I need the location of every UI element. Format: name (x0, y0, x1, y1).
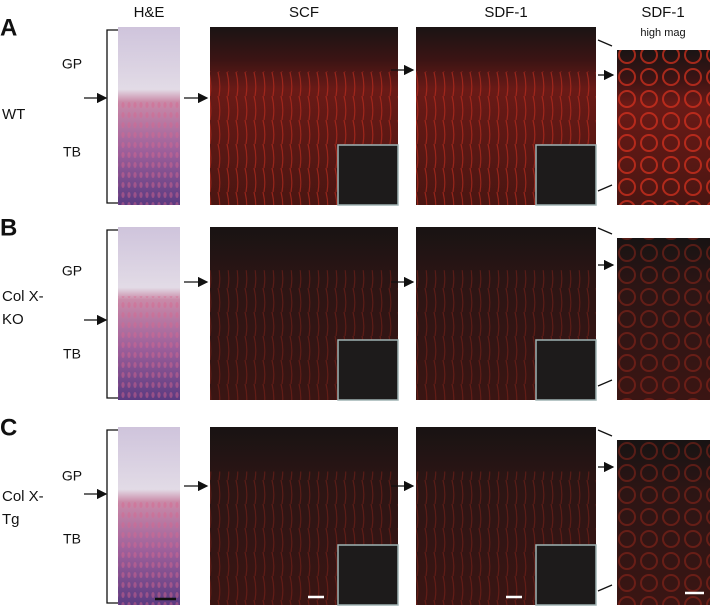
genotype-label: KO (2, 311, 24, 328)
zone-label: TB (63, 144, 81, 160)
panel-label: B (0, 214, 17, 241)
zone-label: TB (63, 346, 81, 362)
bracket (106, 29, 122, 204)
zoom-line (597, 227, 613, 235)
inset (337, 339, 399, 401)
panel-label: A (0, 14, 17, 41)
bracket (106, 229, 122, 399)
zone-label: GP (62, 263, 82, 279)
genotype-label: Col X- (2, 288, 44, 305)
zoom-line (597, 429, 613, 437)
zone-label: GP (62, 56, 82, 72)
zoom-line (597, 584, 613, 592)
inset (535, 544, 597, 606)
column-header: H&E (134, 4, 165, 21)
genotype-label: WT (2, 106, 25, 123)
he-texture (118, 98, 180, 205)
inset (535, 144, 597, 206)
column-header: SCF (289, 4, 319, 21)
genotype-label: Col X- (2, 488, 44, 505)
zone-label: GP (62, 468, 82, 484)
zoom-line (597, 379, 613, 387)
zoom-line (597, 39, 613, 47)
genotype-label: Tg (2, 511, 20, 528)
inset (535, 339, 597, 401)
zoom-line (597, 184, 613, 192)
column-subheader: high mag (640, 27, 685, 39)
he-texture (118, 498, 180, 605)
inset (337, 544, 399, 606)
bracket (106, 429, 122, 604)
high-mag-texture (617, 440, 710, 605)
panel-label: C (0, 414, 17, 441)
high-mag-texture (617, 238, 710, 400)
column-header: SDF-1 (641, 4, 684, 21)
zone-label: TB (63, 531, 81, 547)
he-texture (118, 296, 180, 400)
inset (337, 144, 399, 206)
high-mag-texture (617, 50, 710, 205)
column-header: SDF-1 (484, 4, 527, 21)
